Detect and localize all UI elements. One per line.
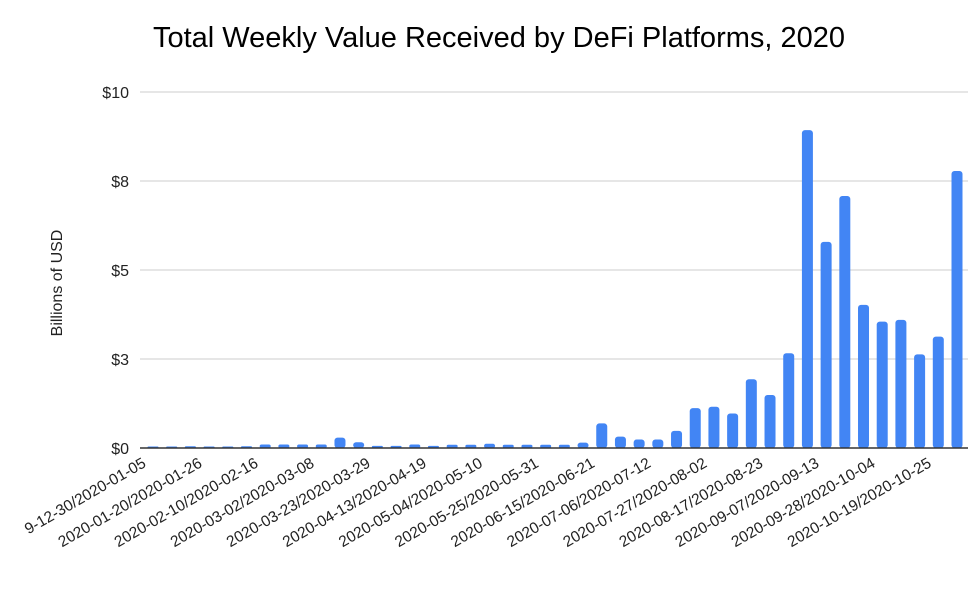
bar: [484, 443, 496, 448]
bar: [259, 444, 271, 448]
bar: [596, 423, 608, 448]
bar: [446, 444, 458, 448]
bar: [858, 304, 870, 448]
y-tick-label: $3: [111, 352, 129, 369]
bar: [783, 353, 795, 448]
bar: [502, 444, 514, 448]
bar: [540, 444, 552, 448]
bar: [409, 444, 421, 448]
bar: [558, 444, 570, 448]
bar: [820, 241, 832, 448]
bar: [297, 444, 309, 448]
bar: [652, 439, 664, 448]
bar: [334, 437, 346, 448]
y-tick-label: $5: [111, 263, 129, 280]
bar: [633, 439, 645, 448]
chart-title: Total Weekly Value Received by DeFi Plat…: [152, 22, 846, 54]
bar: [932, 336, 944, 448]
y-tick-label: $10: [102, 85, 129, 102]
bar: [914, 354, 926, 448]
bar: [839, 195, 851, 448]
bar: [708, 406, 720, 448]
bar: [278, 444, 290, 448]
bar: [521, 444, 533, 448]
y-axis-ticks: $0 $3 $5 $8 $10: [102, 85, 129, 458]
bar: [801, 130, 813, 449]
bar: [745, 379, 757, 448]
bar: [671, 430, 683, 448]
bar: [951, 171, 963, 449]
bar: [315, 444, 327, 448]
bar: [689, 408, 701, 448]
bar-series: [147, 130, 963, 449]
bar: [465, 444, 477, 448]
y-tick-label: $0: [111, 441, 129, 458]
bar: [727, 413, 739, 448]
bar: [614, 436, 626, 448]
y-tick-label: $8: [111, 174, 129, 191]
x-axis-ticks: 9-12-30/2020-01-052020-01-20/2020-01-262…: [22, 455, 934, 551]
bar: [895, 319, 907, 448]
bar: [764, 394, 776, 448]
bar: [577, 442, 589, 448]
bar: [876, 321, 888, 448]
bar: [353, 442, 365, 448]
